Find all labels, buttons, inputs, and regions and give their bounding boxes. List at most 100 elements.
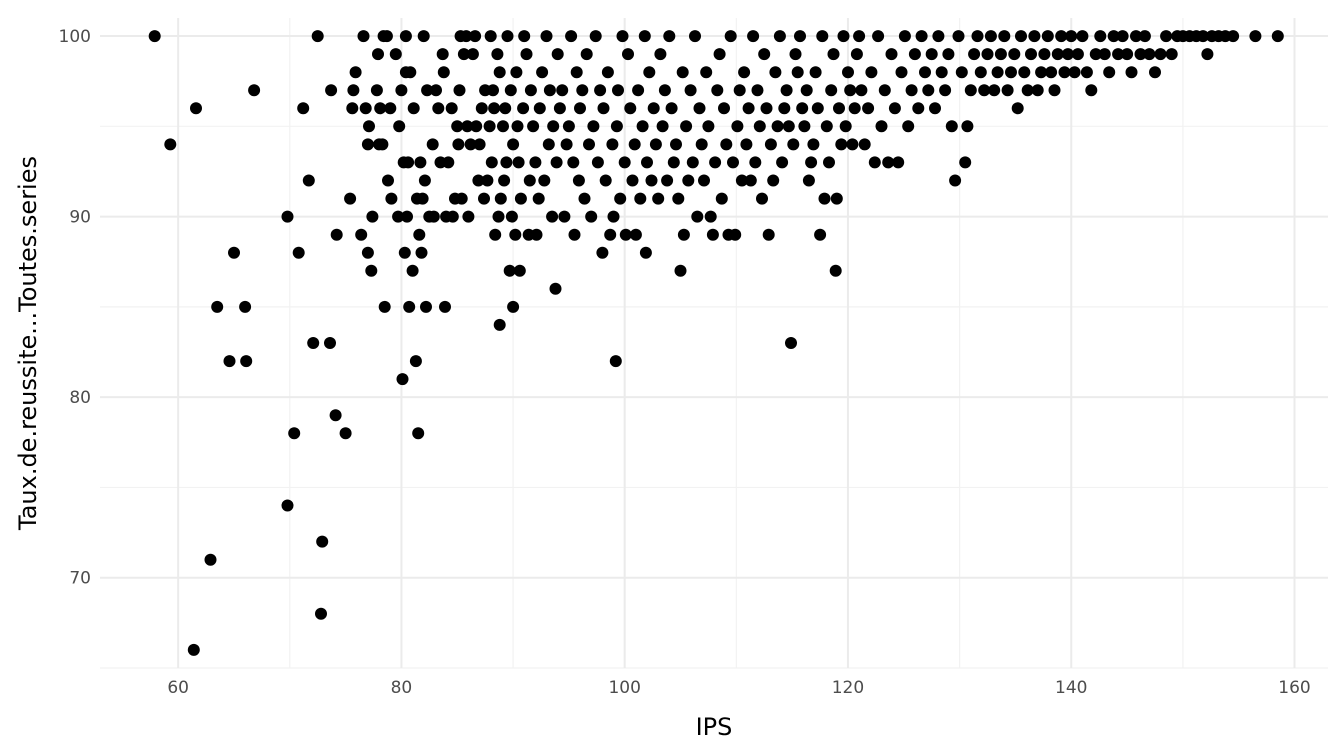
data-point (361, 138, 374, 151)
data-point (713, 48, 726, 61)
data-point (661, 174, 674, 187)
data-point (513, 264, 526, 277)
y-tick-label: 70 (69, 569, 91, 589)
data-point (1089, 48, 1102, 61)
data-point (543, 84, 556, 97)
data-point (1103, 66, 1116, 79)
data-point (562, 120, 575, 133)
x-tick-label: 120 (832, 678, 864, 698)
data-point (418, 174, 431, 187)
data-point (895, 66, 908, 79)
data-point (868, 156, 881, 169)
data-point (898, 30, 911, 43)
data-point (361, 246, 374, 259)
data-point (604, 228, 617, 241)
data-point (670, 138, 682, 151)
data-point (1071, 48, 1084, 61)
data-point (789, 48, 802, 61)
data-point (816, 30, 829, 43)
data-point (366, 210, 379, 223)
data-point (751, 84, 764, 97)
data-point (787, 138, 800, 151)
data-point (654, 48, 667, 61)
data-point (330, 228, 343, 241)
y-tick-label: 90 (69, 208, 91, 228)
data-point (462, 210, 475, 223)
data-point (1051, 48, 1064, 61)
data-point (507, 300, 520, 313)
data-point (892, 156, 905, 169)
data-point (346, 102, 359, 115)
data-point (656, 120, 669, 133)
data-point (549, 282, 562, 295)
data-point (464, 138, 477, 151)
data-point (530, 228, 543, 241)
data-point (399, 30, 412, 43)
data-point (782, 120, 795, 133)
data-point (959, 156, 972, 169)
data-point (820, 120, 833, 133)
data-point (939, 84, 952, 97)
data-point (760, 102, 773, 115)
data-point (567, 156, 580, 169)
data-point (416, 192, 429, 205)
data-point (908, 48, 921, 61)
data-point (1038, 48, 1051, 61)
data-point (412, 427, 425, 440)
data-point (837, 30, 850, 43)
data-point (731, 120, 744, 133)
data-point (1018, 66, 1031, 79)
data-point (805, 156, 818, 169)
data-point (974, 66, 987, 79)
data-point (684, 84, 697, 97)
data-point (292, 246, 305, 259)
data-point (634, 192, 647, 205)
x-tick-label: 140 (1055, 678, 1087, 698)
data-point (912, 102, 925, 115)
data-point (733, 84, 746, 97)
data-point (740, 138, 753, 151)
y-tick-labels: 70 80 90 100 (59, 27, 91, 589)
data-point (538, 174, 551, 187)
data-point (704, 210, 717, 223)
data-point (594, 84, 607, 97)
data-point (964, 84, 977, 97)
data-point (865, 66, 878, 79)
data-point (1011, 102, 1024, 115)
data-point (469, 30, 482, 43)
data-point (472, 174, 485, 187)
data-point (1031, 84, 1044, 97)
data-point (773, 30, 786, 43)
data-point (811, 102, 824, 115)
data-point (204, 553, 217, 566)
data-point (1201, 48, 1214, 61)
data-point (1041, 30, 1054, 43)
data-point (524, 84, 537, 97)
data-point (1227, 30, 1240, 43)
y-axis-title: Taux.de.reussite...Toutes.series (14, 156, 42, 531)
data-point (844, 84, 857, 97)
data-point (596, 246, 609, 259)
data-point (1045, 66, 1058, 79)
data-point (1197, 30, 1209, 43)
data-point (315, 607, 327, 620)
data-point (426, 138, 439, 151)
data-point (695, 138, 708, 151)
data-point (501, 30, 514, 43)
data-point (676, 66, 689, 79)
data-point (606, 138, 619, 151)
data-point (518, 30, 531, 43)
data-point (316, 535, 329, 548)
data-point (281, 499, 294, 512)
data-point (691, 210, 704, 223)
data-point (1149, 66, 1161, 79)
data-point (384, 102, 397, 115)
data-point (1035, 66, 1048, 79)
data-point (802, 174, 815, 187)
data-point (1080, 66, 1093, 79)
data-point (585, 210, 598, 223)
data-point (311, 30, 324, 43)
data-point (626, 174, 639, 187)
data-point (404, 66, 417, 79)
